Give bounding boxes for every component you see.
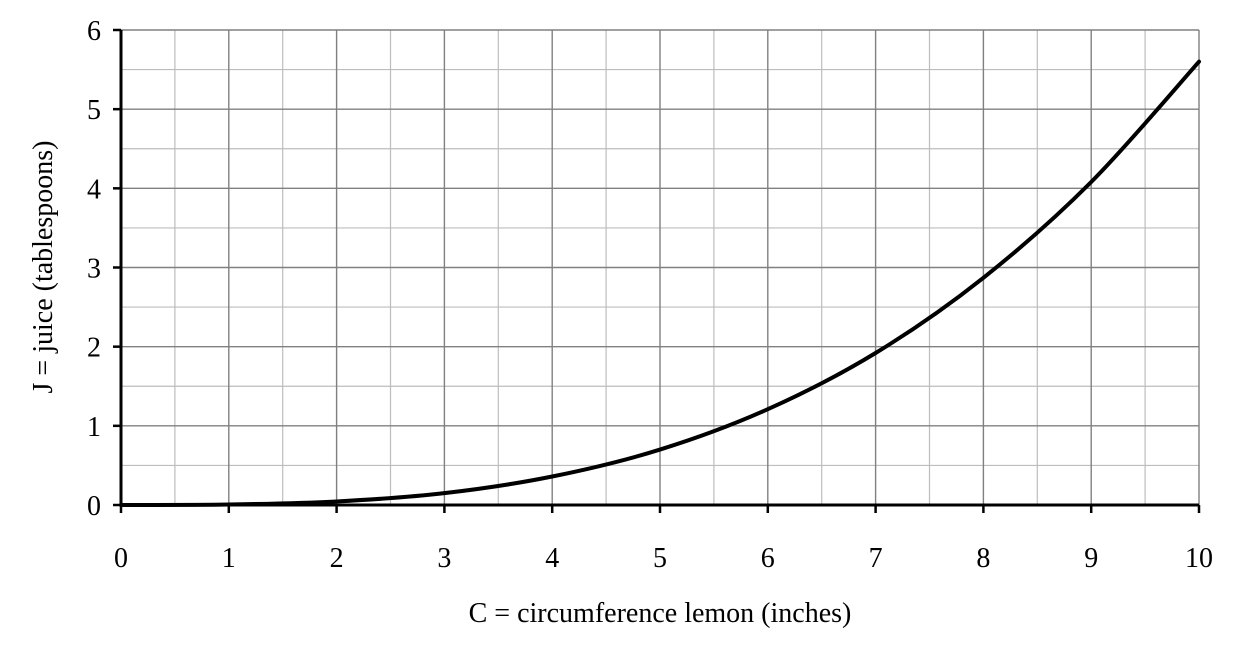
x-tick-label: 9 (1084, 543, 1098, 574)
x-tick-label: 5 (653, 543, 667, 574)
x-tick-label: 3 (437, 543, 451, 574)
x-tick-label: 7 (869, 543, 883, 574)
x-tick-label: 6 (761, 543, 775, 574)
series-line-0 (119, 59, 1201, 507)
y-tick-label: 2 (87, 333, 101, 364)
x-tick-label: 10 (1185, 543, 1213, 574)
series-layer (119, 59, 1201, 507)
y-tick-label: 3 (87, 254, 101, 285)
major-grid (121, 29, 1200, 505)
x-tick-label: 2 (330, 543, 344, 574)
x-tick-label: 8 (976, 543, 990, 574)
x-tick-labels: 0 1 2 3 4 5 6 7 8 9 10 (114, 543, 1213, 574)
y-tick-label: 1 (87, 412, 101, 443)
x-axis-title: C = circumference lemon (inches) (469, 598, 852, 629)
y-tick-label: 5 (87, 95, 101, 126)
y-tick-label: 0 (87, 491, 101, 522)
y-tick-labels: 0 1 2 3 4 5 6 (87, 16, 101, 522)
x-tick-label: 1 (222, 543, 236, 574)
x-tick-label: 0 (114, 543, 128, 574)
axes (113, 28, 1201, 513)
x-tick-label: 4 (545, 543, 559, 574)
y-tick-label: 6 (87, 16, 101, 47)
y-tick-label: 4 (87, 174, 101, 205)
y-axis-title: J = juice (tablespoons) (28, 141, 59, 394)
